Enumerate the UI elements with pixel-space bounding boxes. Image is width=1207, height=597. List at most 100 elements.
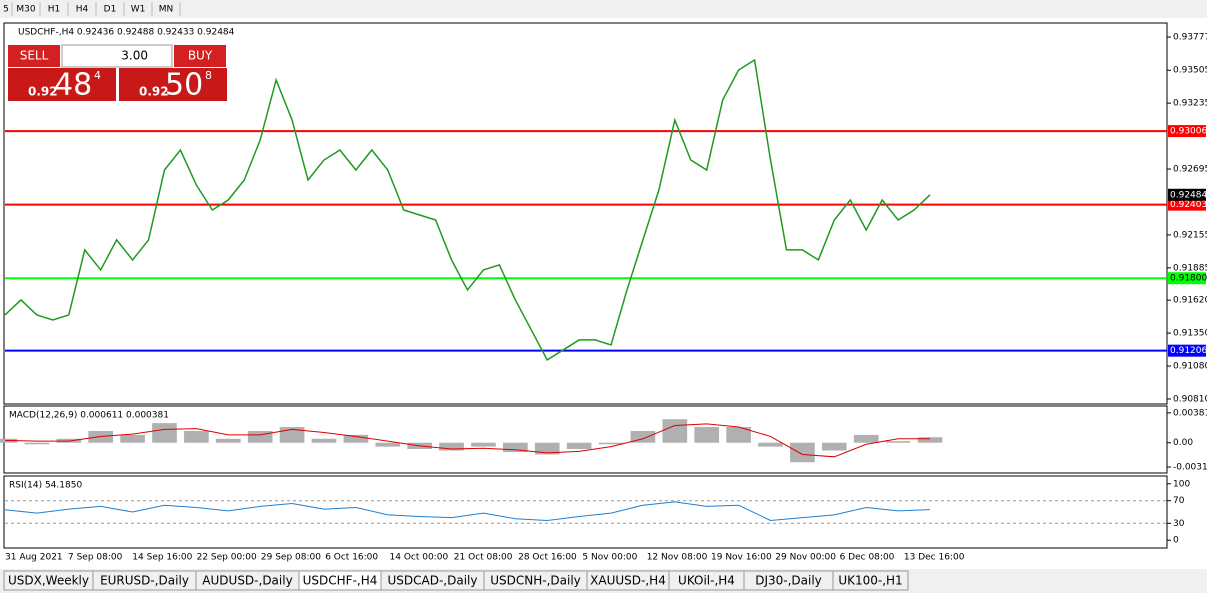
sell-price-box[interactable] [8,68,116,101]
x-tick-label: 29 Nov 00:00 [775,553,836,563]
tab-label[interactable]: EURUSD-,Daily [100,574,189,588]
macd-bar [694,427,720,443]
timeframe-button[interactable]: MN [159,5,174,15]
level-label: 0.91206 [1170,346,1207,356]
x-tick-label: 19 Nov 16:00 [711,553,772,563]
macd-bar [24,442,50,445]
macd-bar [917,437,943,443]
macd-bar [375,442,401,447]
macd-bar [215,438,241,443]
level-label: 0.93006 [1170,127,1207,137]
buy-price-big[interactable]: 0.92 [139,85,169,99]
x-tick-label: 22 Sep 00:00 [197,553,257,563]
buy-price-mid[interactable]: 50 [165,68,203,103]
buy-button[interactable] [174,45,226,67]
sell-button[interactable] [8,45,60,67]
macd-bar [439,442,464,451]
tab-label[interactable]: DJ30-,Daily [755,574,822,588]
sell-price-mid[interactable]: 48 [54,68,92,103]
buy-label[interactable]: BUY [188,49,213,63]
y-tick-label: 0.00 [1173,438,1193,448]
tab-label[interactable]: USDCHF-,H4 [303,574,378,588]
y-tick-label: -0.00311 [1173,463,1207,473]
macd-bar [885,441,911,443]
tab-label[interactable]: USDCNH-,Daily [490,574,581,588]
y-tick-label: 0.91885 [1173,263,1207,273]
rsi-frame [3,475,1168,549]
sell-price-big[interactable]: 0.92 [28,85,58,99]
y-tick-label: 100 [1173,479,1190,489]
macd-bar [503,442,528,453]
timeframe-button[interactable]: M30 [16,5,35,15]
lot-box[interactable] [61,44,173,68]
timeframe-button[interactable]: H1 [48,5,61,15]
y-tick-label: 70 [1173,496,1185,506]
tab[interactable] [832,570,909,591]
macd-bar [534,442,560,455]
toolbar [0,0,1207,18]
macd-bar [152,423,177,443]
tab-label[interactable]: USDX,Weekly [8,574,89,588]
x-tick-label: 7 Sep 08:00 [68,553,123,563]
lot-value[interactable]: 3.00 [121,49,148,63]
level-label-bg [1168,344,1206,357]
macd-bar [120,434,145,443]
x-tick-label: 28 Oct 16:00 [518,553,577,563]
level-label: 0.92403 [1170,200,1207,210]
panel-title: RSI(14) 54.1850 [9,481,82,491]
y-tick-label: 0.93235 [1173,99,1207,109]
tab-label[interactable]: XAUUSD-,H4 [590,574,666,588]
y-tick-label: 30 [1173,519,1185,529]
sell-label[interactable]: SELL [20,49,49,63]
y-tick-label: 0.92155 [1173,230,1207,240]
macd-bar [790,442,815,463]
y-tick-label: 0.93505 [1173,66,1207,76]
x-tick-label: 12 Nov 08:00 [647,553,708,563]
tab-label[interactable]: UK100-,H1 [838,574,902,588]
y-tick-label: 0.92695 [1173,165,1207,175]
level-label-bg [1168,125,1206,138]
tab-label[interactable]: UKOil-,H4 [678,574,735,588]
sell-price-small[interactable]: 4 [94,69,101,82]
x-tick-label: 14 Sep 16:00 [132,553,192,563]
panel-title: MACD(12,26,9) 0.000611 0.000381 [9,411,169,421]
price-line [4,58,931,362]
y-tick-label: 0.003811 [1173,408,1207,418]
y-tick-label: 0 [1173,536,1179,546]
macd-bar [853,434,879,443]
y-tick-label: 0.91620 [1173,296,1207,306]
y-tick-label: 0.90810 [1173,394,1207,404]
timeframe-button[interactable]: 5 [3,5,9,15]
macd-bar [471,442,496,447]
level-label: 0.91800 [1170,274,1207,284]
macd-bar [821,442,847,451]
tab-label[interactable]: AUDUSD-,Daily [202,574,292,588]
macd-bar [598,442,624,445]
current-price-bg [1168,188,1206,201]
x-tick-label: 6 Oct 16:00 [325,553,378,563]
panel-title: USDCHF-,H4 0.92436 0.92488 0.92433 0.924… [18,28,235,38]
timeframe-button[interactable]: W1 [131,5,146,15]
main-frame [3,22,1168,405]
macd-bar [247,430,273,443]
level-label-bg [1168,272,1206,285]
macd-bar [311,438,337,443]
tab-label[interactable]: USDCAD-,Daily [388,574,478,588]
macd-bar [630,430,656,443]
current-price: 0.92484 [1170,190,1207,200]
x-tick-label: 6 Dec 08:00 [840,553,895,563]
y-tick-label: 0.93777 [1173,33,1207,43]
x-tick-label: 21 Oct 08:00 [454,553,513,563]
rsi-line [4,501,931,521]
macd-bar [662,419,688,443]
macd-frame [3,405,1168,474]
buy-price-small[interactable]: 8 [205,69,212,82]
x-tick-label: 13 Dec 16:00 [904,553,965,563]
buy-price-box[interactable] [119,68,227,101]
macd-bar [566,442,592,449]
signal-line [4,423,930,458]
x-tick-label: 14 Oct 00:00 [390,553,449,563]
timeframe-button[interactable]: H4 [76,5,89,15]
timeframe-button[interactable]: D1 [104,5,117,15]
